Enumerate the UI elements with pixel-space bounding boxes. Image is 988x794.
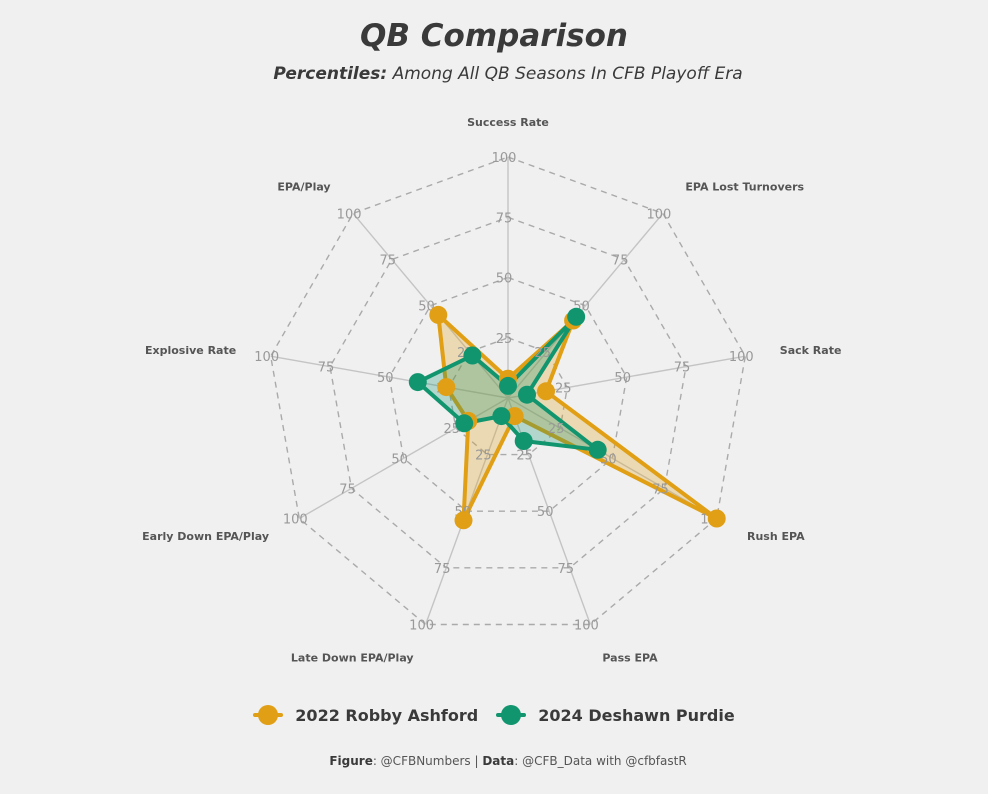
axis-label-8: EPA/Play xyxy=(277,181,330,194)
grid-ring-100 xyxy=(269,156,747,626)
legend: 2022 Robby Ashford 2024 Deshawn Purdie xyxy=(0,704,988,726)
tick-label-2-75: 75 xyxy=(674,361,691,376)
tick-label-5-75: 75 xyxy=(434,562,451,577)
spoke-8 xyxy=(352,212,509,399)
axis-label-6: Early Down EPA/Play xyxy=(142,530,269,543)
caption: Figure: @CFBNumbers | Data: @CFB_Data wi… xyxy=(0,754,988,768)
chart-subtitle: Percentiles: Among All QB Seasons In CFB… xyxy=(0,64,988,84)
tick-label-0-100: 100 xyxy=(492,151,517,166)
series-area-0 xyxy=(436,312,719,523)
grid-ring-75 xyxy=(329,216,687,569)
tick-label-4-25: 25 xyxy=(516,449,533,464)
tick-label-7-100: 100 xyxy=(254,350,279,365)
grid-ring-25 xyxy=(447,337,569,456)
series-point-1-6 xyxy=(455,414,474,433)
series-point-0-4 xyxy=(505,407,524,426)
tick-label-7-50: 50 xyxy=(377,371,394,386)
spoke-7 xyxy=(270,355,509,399)
caption-figure-label: Figure xyxy=(329,754,373,768)
legend-label-purdie: 2024 Deshawn Purdie xyxy=(538,705,735,725)
tick-label-7-75: 75 xyxy=(318,361,335,376)
tick-label-2-25: 25 xyxy=(555,382,572,397)
tick-label-6-75: 75 xyxy=(339,482,356,497)
series-point-1-0 xyxy=(499,376,517,395)
series-point-0-3 xyxy=(707,509,726,528)
axis-label-3: Rush EPA xyxy=(747,530,805,543)
tick-label-2-100: 100 xyxy=(729,350,754,365)
tick-label-8-100: 100 xyxy=(337,207,362,222)
caption-data-label: Data xyxy=(482,754,515,768)
axis-label-1: EPA Lost Turnovers xyxy=(685,181,804,194)
tick-label-3-50: 50 xyxy=(600,452,617,467)
series-point-1-8 xyxy=(463,346,482,365)
tick-label-6-100: 100 xyxy=(283,513,308,528)
axis-label-2: Sack Rate xyxy=(780,344,842,357)
series-point-1-3 xyxy=(588,440,607,459)
legend-item-purdie: 2024 Deshawn Purdie xyxy=(496,704,735,726)
axis-label-7: Explosive Rate xyxy=(145,344,236,357)
tick-label-6-50: 50 xyxy=(391,452,408,467)
series-point-1-7 xyxy=(408,373,427,392)
tick-label-4-100: 100 xyxy=(574,619,599,634)
spoke-1 xyxy=(507,212,664,399)
tick-label-4-75: 75 xyxy=(558,562,575,577)
tick-label-0-50: 50 xyxy=(496,272,513,287)
tick-label-0-75: 75 xyxy=(496,211,513,226)
series-point-1-1 xyxy=(567,307,586,326)
tick-label-4-50: 50 xyxy=(537,505,554,520)
legend-swatch-ashford xyxy=(253,704,284,726)
legend-label-ashford: 2022 Robby Ashford xyxy=(295,705,479,725)
spoke-3 xyxy=(507,397,718,520)
series-point-0-5 xyxy=(454,511,473,530)
axis-label-4: Pass EPA xyxy=(602,651,658,664)
tick-label-8-75: 75 xyxy=(380,254,397,269)
tick-label-1-100: 100 xyxy=(646,207,671,222)
caption-data-value: : @CFB_Data with @cfbfastR xyxy=(514,754,687,768)
tick-label-3-75: 75 xyxy=(652,482,669,497)
legend-dot-purdie xyxy=(501,705,522,725)
legend-dot-ashford xyxy=(258,705,279,725)
tick-label-5-100: 100 xyxy=(409,619,434,634)
series-point-1-5 xyxy=(492,407,511,426)
caption-figure-value: : @CFBNumbers | xyxy=(372,754,483,768)
legend-swatch-purdie xyxy=(496,704,527,726)
series-point-0-2 xyxy=(537,382,555,401)
axis-label-5: Late Down EPA/Play xyxy=(291,651,414,664)
axis-label-0: Success Rate xyxy=(467,116,549,129)
tick-label-3-25: 25 xyxy=(548,422,565,437)
grid-ring-50 xyxy=(388,276,628,512)
series-point-0-8 xyxy=(429,305,448,324)
subtitle-rest: Among All QB Seasons In CFB Playoff Era xyxy=(387,64,743,84)
subtitle-bold: Percentiles: xyxy=(273,64,388,84)
series-point-1-4 xyxy=(514,432,533,450)
tick-label-0-25: 25 xyxy=(496,332,513,347)
tick-label-1-75: 75 xyxy=(612,254,629,269)
chart-title: QB Comparison xyxy=(360,18,628,54)
tick-label-2-50: 50 xyxy=(614,371,631,386)
legend-item-ashford: 2022 Robby Ashford xyxy=(253,704,478,726)
series-point-1-2 xyxy=(518,385,536,404)
series-point-0-7 xyxy=(437,378,456,397)
tick-label-1-25: 25 xyxy=(534,346,551,361)
tick-label-5-25: 25 xyxy=(475,449,492,464)
